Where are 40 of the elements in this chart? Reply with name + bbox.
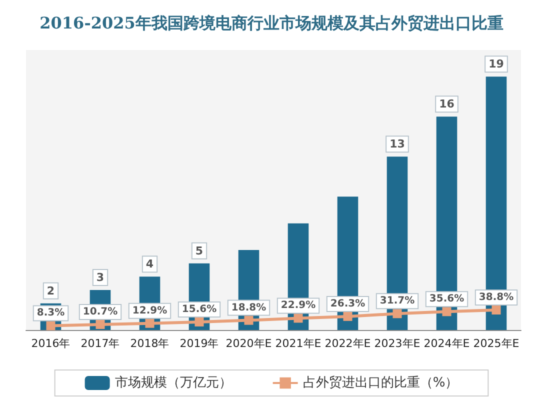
data-label: 5 (195, 244, 204, 258)
point (492, 306, 501, 314)
point (145, 318, 154, 328)
data-label: 3 (96, 271, 104, 284)
x-tick-label: 2025年E (473, 337, 520, 350)
legend-label: 市场规模（万亿元） (114, 376, 232, 390)
data-label: 2 (46, 284, 55, 298)
data-label: 19 (488, 58, 504, 71)
data-label: 38.8% (478, 292, 514, 303)
x-tick-label: 2019年 (180, 337, 219, 350)
data-label: 16 (439, 98, 455, 111)
x-tick-label: 2018年 (130, 337, 170, 350)
point (442, 307, 452, 316)
x-tick-label: 2017年 (80, 337, 120, 350)
data-label: 4 (146, 258, 154, 271)
point (392, 309, 402, 318)
x-tick-label: 2016年 (31, 337, 70, 350)
x-tick-label: 2021年E (275, 337, 322, 350)
data-label: 31.7% (380, 296, 415, 307)
point (294, 314, 303, 323)
data-label: 13 (390, 138, 405, 151)
x-tick-label: 2024年E (424, 337, 470, 350)
data-label: 8.3% (36, 308, 65, 319)
point (343, 312, 352, 321)
chart-title: 2016-2025年我国跨境电商行业市场规模及其占外贸进出口比重 (40, 14, 504, 32)
data-label: 15.6% (182, 304, 217, 315)
data-label: 12.9% (132, 305, 168, 316)
data-label: 18.8% (231, 302, 266, 314)
point (244, 316, 254, 325)
x-tick-label: 2020年E (226, 337, 272, 350)
point (46, 321, 56, 330)
point (96, 320, 105, 329)
legend-label: 占外贸进出口的比重（%） (302, 376, 458, 390)
data-label: 26.3% (330, 298, 366, 310)
point (194, 317, 204, 326)
data-label: 35.6% (429, 294, 464, 305)
x-tick-label: 2022年E (324, 337, 371, 350)
x-tick-label: 2023年E (374, 337, 420, 350)
data-label: 10.7% (82, 306, 118, 318)
data-label: 22.9% (280, 300, 316, 312)
